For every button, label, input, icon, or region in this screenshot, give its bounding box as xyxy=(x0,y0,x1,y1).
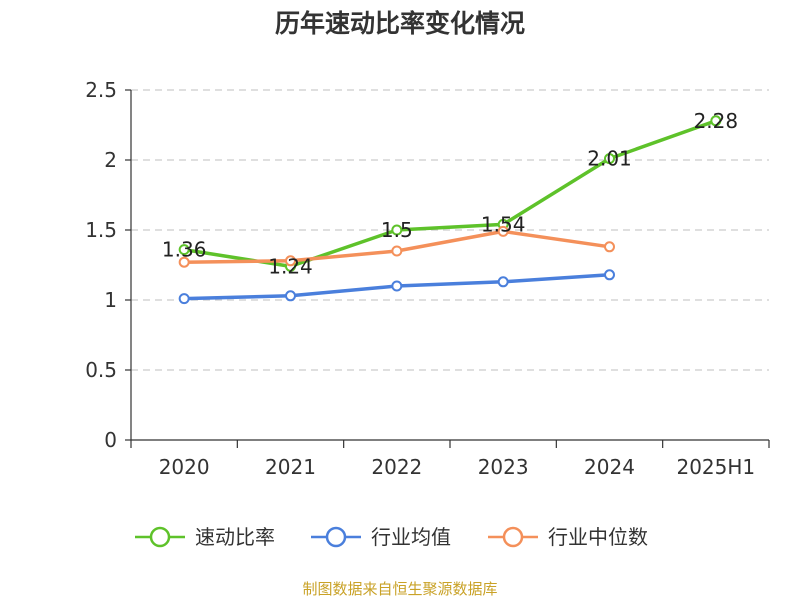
chart-title: 历年速动比率变化情况 xyxy=(275,9,525,38)
source-note: 制图数据来自恒生聚源数据库 xyxy=(302,580,497,598)
y-tick-label: 0 xyxy=(104,428,117,452)
legend-label: 行业均值 xyxy=(371,525,451,549)
legend-label: 速动比率 xyxy=(195,525,275,549)
data-label: 2.28 xyxy=(694,109,739,133)
data-point xyxy=(497,225,509,237)
legend-marker xyxy=(325,526,347,548)
data-point xyxy=(391,245,403,257)
data-point xyxy=(391,280,403,292)
legend-marker xyxy=(149,526,171,548)
legend: 速动比率 行业均值 行业中位数 xyxy=(135,525,648,549)
data-point xyxy=(178,293,190,305)
data-point xyxy=(497,276,509,288)
y-tick-label: 2.5 xyxy=(85,78,117,102)
data-point xyxy=(604,153,615,165)
data-point xyxy=(604,241,615,253)
x-tick-label: 2022 xyxy=(371,455,422,479)
y-tick-label: 2 xyxy=(104,148,117,172)
data-point xyxy=(178,244,190,256)
data-labels: 1.36 1.24 1.5 1.54 2.01 2.28 xyxy=(162,109,738,279)
legend-label: 行业中位数 xyxy=(548,525,648,549)
data-point xyxy=(710,115,722,127)
x-tick-label: 2021 xyxy=(265,455,316,479)
x-tick-label: 2020 xyxy=(159,455,210,479)
data-point xyxy=(178,256,190,268)
legend-item-1[interactable]: 行业均值 xyxy=(311,525,451,549)
data-point xyxy=(604,269,615,281)
legend-item-2[interactable]: 行业中位数 xyxy=(488,525,648,549)
data-point xyxy=(285,290,296,302)
data-point xyxy=(391,224,403,236)
data-label: 1.54 xyxy=(481,212,526,236)
x-tick-label: 2023 xyxy=(478,455,529,479)
x-tick-label: 2024 xyxy=(584,455,635,479)
legend-marker xyxy=(502,526,524,548)
series-group xyxy=(178,115,722,305)
data-label: 1.36 xyxy=(162,238,207,262)
axes: 0 0.5 1 1.5 2 2.5 2020 2021 2022 2023 2024 2025H1 xyxy=(85,78,770,479)
legend-item-0[interactable]: 速动比率 xyxy=(135,525,275,549)
y-tick-label: 1.5 xyxy=(85,218,117,242)
y-tick-label: 0.5 xyxy=(85,358,117,382)
data-label: 2.01 xyxy=(587,147,632,171)
series-line-0 xyxy=(183,119,717,269)
x-tick-label: 2025H1 xyxy=(676,455,755,479)
grid-lines xyxy=(131,89,769,371)
data-label: 1.24 xyxy=(268,254,313,278)
data-label: 1.5 xyxy=(381,218,413,242)
y-tick-label: 1 xyxy=(104,288,117,312)
data-point xyxy=(285,255,296,267)
